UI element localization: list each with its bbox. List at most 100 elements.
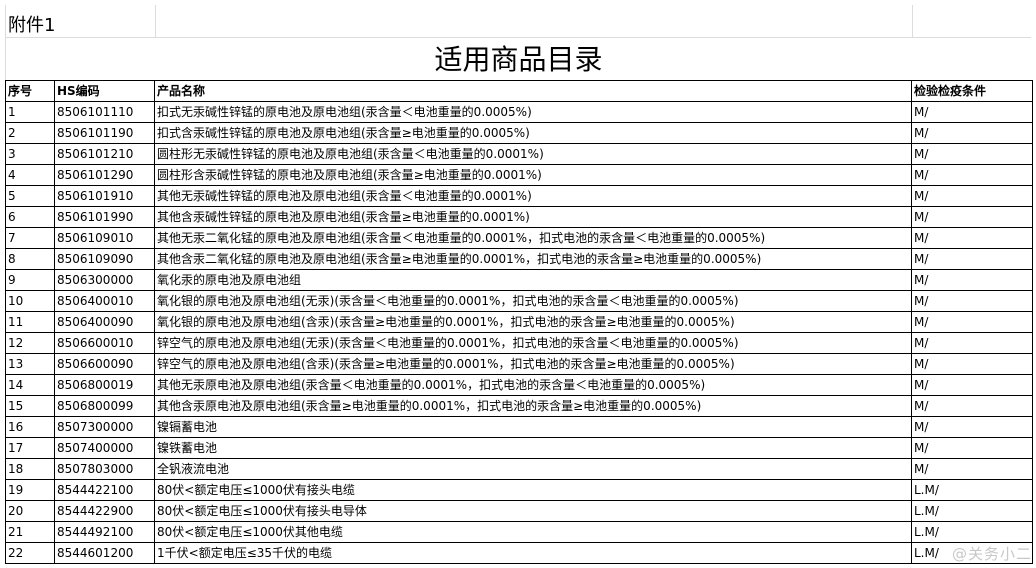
cell-inspection-condition: M/ — [911, 185, 1033, 207]
cell-product-name: 镍镉蓄电池 — [154, 416, 912, 438]
cell-hs-code: 8506300000 — [54, 269, 155, 291]
cell-hs-code: 8506600010 — [54, 332, 155, 354]
cell-hs-code: 8506400090 — [54, 311, 155, 333]
cell-inspection-condition: L.M/ — [911, 521, 1033, 543]
page-title: 适用商品目录 — [5, 38, 1031, 80]
cell-hs-code: 8506101190 — [54, 122, 155, 144]
table-row: 9 8506300000 氧化汞的原电池及原电池组 M/ — [5, 269, 1033, 291]
cell-hs-code: 8506800099 — [54, 395, 155, 417]
cell-index: 13 — [5, 353, 55, 375]
cell-hs-code: 8506109010 — [54, 227, 155, 249]
cell-index: 12 — [5, 332, 55, 354]
cell-hs-code: 8506600090 — [54, 353, 155, 375]
cell-index: 19 — [5, 479, 55, 501]
cell-inspection-condition: M/ — [911, 122, 1033, 144]
cell-index: 22 — [5, 542, 55, 564]
cell-index: 10 — [5, 290, 55, 312]
cell-index: 1 — [5, 101, 55, 123]
table-row: 1 8506101110 扣式无汞碱性锌锰的原电池及原电池组(汞含量＜电池重量的0.… — [5, 101, 1033, 123]
table-row: 12 8506600010 锌空气的原电池及原电池组(无汞)(汞含量＜电池重量的0.… — [5, 332, 1033, 354]
table-row: 19 8544422100 80伏<额定电压≤1000伏有接头电缆 L.M/ — [5, 479, 1033, 501]
product-table: 序号 HS编码 产品名称 检验检疫条件 1 8506101110 扣式无汞碱性锌锰的… — [5, 80, 1033, 564]
cell-inspection-condition: L.M/ — [911, 500, 1033, 522]
cell-inspection-condition: M/ — [911, 353, 1033, 375]
cell-product-name: 圆柱形无汞碱性锌锰的原电池及原电池组(汞含量＜电池重量的0.0001%) — [154, 143, 912, 165]
cell-hs-code: 8544601200 — [54, 542, 155, 564]
cell-product-name: 其他含汞二氧化锰的原电池及原电池组(汞含量≥电池重量的0.0001%，扣式电池的… — [154, 248, 912, 270]
cell-hs-code: 8506800019 — [54, 374, 155, 396]
cell-inspection-condition: M/ — [911, 269, 1033, 291]
cell-product-name: 其他含汞碱性锌锰的原电池及原电池组(汞含量≥电池重量的0.0001%) — [154, 206, 912, 228]
table-row: 16 8507300000 镍镉蓄电池 M/ — [5, 416, 1033, 438]
cell-inspection-condition: M/ — [911, 395, 1033, 417]
table-header-row: 序号 HS编码 产品名称 检验检疫条件 — [5, 80, 1033, 102]
table-row: 21 8544492100 80伏<额定电压≤1000伏其他电缆 L.M/ — [5, 521, 1033, 543]
cell-inspection-condition: L.M/ — [911, 479, 1033, 501]
cell-inspection-condition: M/ — [911, 164, 1033, 186]
table-row: 18 8507803000 全钒液流电池 M/ — [5, 458, 1033, 480]
grid-line — [155, 5, 156, 37]
attachment-label: 附件1 — [8, 15, 56, 36]
cell-product-name: 1千伏<额定电压≤35千伏的电缆 — [154, 542, 912, 564]
cell-inspection-condition: M/ — [911, 332, 1033, 354]
cell-product-name: 其他无汞二氧化锰的原电池及原电池组(汞含量＜电池重量的0.0001%，扣式电池的… — [154, 227, 912, 249]
table-row: 7 8506109010 其他无汞二氧化锰的原电池及原电池组(汞含量＜电池重量的0.… — [5, 227, 1033, 249]
cell-inspection-condition: M/ — [911, 143, 1033, 165]
cell-index: 9 — [5, 269, 55, 291]
table-row: 6 8506101990 其他含汞碱性锌锰的原电池及原电池组(汞含量≥电池重量的0.… — [5, 206, 1033, 228]
cell-product-name: 圆柱形含汞碱性锌锰的原电池及原电池组(汞含量≥电池重量的0.0001%) — [154, 164, 912, 186]
table-row: 13 8506600090 锌空气的原电池及原电池组(含汞)(汞含量≥电池重量的0.… — [5, 353, 1033, 375]
table-row: 17 8507400000 镍铁蓄电池 M/ — [5, 437, 1033, 459]
table-row: 3 8506101210 圆柱形无汞碱性锌锰的原电池及原电池组(汞含量＜电池重量的0… — [5, 143, 1033, 165]
table-row: 14 8506800019 其他无汞原电池及原电池组(汞含量＜电池重量的0.0001… — [5, 374, 1033, 396]
spreadsheet: 附件1 适用商品目录 序号 HS编码 产品名称 检验检疫条件 1 85061011… — [5, 5, 1033, 564]
cell-index: 8 — [5, 248, 55, 270]
column-header-product-name: 产品名称 — [154, 80, 912, 102]
cell-hs-code: 8544492100 — [54, 521, 155, 543]
cell-inspection-condition: M/ — [911, 311, 1033, 333]
cell-inspection-condition: M/ — [911, 101, 1033, 123]
table-row: 10 8506400010 氧化银的原电池及原电池组(无汞)(汞含量＜电池重量的0.… — [5, 290, 1033, 312]
cell-index: 11 — [5, 311, 55, 333]
cell-product-name: 扣式无汞碱性锌锰的原电池及原电池组(汞含量＜电池重量的0.0005%) — [154, 101, 912, 123]
cell-hs-code: 8544422100 — [54, 479, 155, 501]
table-row: 20 8544422900 80伏<额定电压≤1000伏有接头电导体 L.M/ — [5, 500, 1033, 522]
cell-index: 21 — [5, 521, 55, 543]
table-row: 11 8506400090 氧化银的原电池及原电池组(含汞)(汞含量≥电池重量的0.… — [5, 311, 1033, 333]
cell-product-name: 80伏<额定电压≤1000伏其他电缆 — [154, 521, 912, 543]
cell-index: 3 — [5, 143, 55, 165]
column-header-index: 序号 — [5, 80, 55, 102]
table-row: 15 8506800099 其他含汞原电池及原电池组(汞含量≥电池重量的0.0001… — [5, 395, 1033, 417]
cell-index: 18 — [5, 458, 55, 480]
cell-hs-code: 8506101110 — [54, 101, 155, 123]
cell-index: 6 — [5, 206, 55, 228]
cell-index: 7 — [5, 227, 55, 249]
cell-index: 15 — [5, 395, 55, 417]
cell-hs-code: 8506101990 — [54, 206, 155, 228]
table-row: 5 8506101910 其他无汞碱性锌锰的原电池及原电池组(汞含量＜电池重量的0.… — [5, 185, 1033, 207]
grid-line — [912, 5, 913, 37]
cell-product-name: 其他无汞碱性锌锰的原电池及原电池组(汞含量＜电池重量的0.0001%) — [154, 185, 912, 207]
cell-product-name: 其他含汞原电池及原电池组(汞含量≥电池重量的0.0001%，扣式电池的汞含量≥电… — [154, 395, 912, 417]
cell-product-name: 锌空气的原电池及原电池组(无汞)(汞含量＜电池重量的0.0001%，扣式电池的汞… — [154, 332, 912, 354]
cell-inspection-condition: M/ — [911, 374, 1033, 396]
cell-index: 17 — [5, 437, 55, 459]
cell-index: 5 — [5, 185, 55, 207]
cell-product-name: 氧化银的原电池及原电池组(含汞)(汞含量≥电池重量的0.0001%，扣式电池的汞… — [154, 311, 912, 333]
cell-hs-code: 8506101910 — [54, 185, 155, 207]
cell-inspection-condition: M/ — [911, 458, 1033, 480]
column-header-inspection-condition: 检验检疫条件 — [911, 80, 1033, 102]
cell-index: 14 — [5, 374, 55, 396]
cell-product-name: 扣式含汞碱性锌锰的原电池及原电池组(汞含量≥电池重量的0.0005%) — [154, 122, 912, 144]
cell-inspection-condition: M/ — [911, 416, 1033, 438]
cell-hs-code: 8506400010 — [54, 290, 155, 312]
cell-inspection-condition: M/ — [911, 227, 1033, 249]
cell-product-name: 其他无汞原电池及原电池组(汞含量＜电池重量的0.0001%，扣式电池的汞含量＜电… — [154, 374, 912, 396]
cell-inspection-condition: M/ — [911, 248, 1033, 270]
cell-product-name: 镍铁蓄电池 — [154, 437, 912, 459]
cell-hs-code: 8506109090 — [54, 248, 155, 270]
cell-inspection-condition: M/ — [911, 437, 1033, 459]
table-row: 8 8506109090 其他含汞二氧化锰的原电池及原电池组(汞含量≥电池重量的0.… — [5, 248, 1033, 270]
attachment-row: 附件1 — [5, 5, 1031, 38]
cell-inspection-condition: M/ — [911, 206, 1033, 228]
